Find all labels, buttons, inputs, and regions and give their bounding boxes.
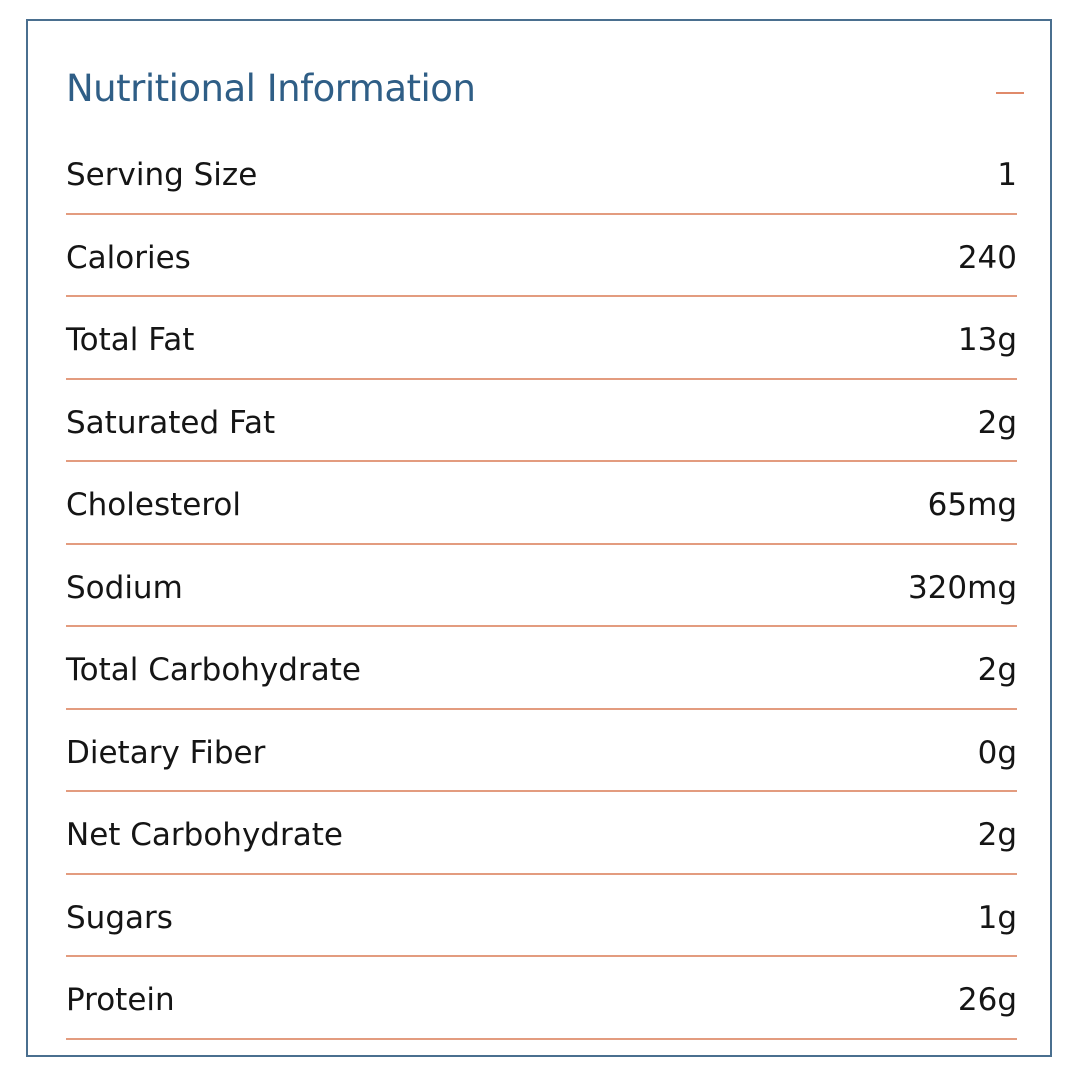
nutrition-list: Serving Size 1 Calories 240 Total Fat 13…: [66, 132, 1017, 1040]
nutrient-label: Protein: [66, 982, 175, 1018]
nutrient-value: 0g: [977, 734, 1017, 771]
nutrient-label: Total Carbohydrate: [66, 652, 361, 688]
minus-icon: [996, 92, 1024, 94]
collapse-button[interactable]: [994, 77, 1026, 109]
nutrient-label: Cholesterol: [66, 487, 241, 523]
nutrition-row-total-fat: Total Fat 13g: [66, 297, 1017, 380]
nutrition-row-sodium: Sodium 320mg: [66, 545, 1017, 627]
panel-header[interactable]: Nutritional Information: [66, 61, 1026, 117]
nutrient-label: Calories: [66, 239, 191, 276]
nutrition-row-cholesterol: Cholesterol 65mg: [66, 462, 1017, 545]
panel-title: Nutritional Information: [66, 67, 476, 110]
nutrient-value: 320mg: [907, 569, 1017, 606]
nutrient-value: 2g: [977, 817, 1017, 853]
nutrient-label: Dietary Fiber: [66, 734, 266, 771]
nutrient-label: Total Fat: [66, 322, 195, 358]
nutrition-row-calories: Calories 240: [66, 215, 1017, 297]
nutrient-label: Serving Size: [66, 157, 258, 193]
nutrient-value: 1: [997, 157, 1017, 193]
nutrition-row-sugars: Sugars 1g: [66, 875, 1017, 957]
nutrition-row-net-carbohydrate: Net Carbohydrate 2g: [66, 792, 1017, 875]
nutrient-value: 26g: [957, 982, 1017, 1018]
nutrient-value: 13g: [957, 322, 1017, 358]
nutrition-row-serving-size: Serving Size 1: [66, 132, 1017, 215]
nutrient-label: Sugars: [66, 899, 173, 936]
nutrition-panel: Nutritional Information Serving Size 1 C…: [26, 19, 1052, 1057]
nutrient-value: 2g: [977, 652, 1017, 688]
nutrient-label: Net Carbohydrate: [66, 817, 343, 853]
nutrition-row-protein: Protein 26g: [66, 957, 1017, 1040]
nutrient-label: Sodium: [66, 569, 183, 606]
nutrition-row-dietary-fiber: Dietary Fiber 0g: [66, 710, 1017, 792]
nutrition-row-saturated-fat: Saturated Fat 2g: [66, 380, 1017, 462]
nutrition-row-total-carbohydrate: Total Carbohydrate 2g: [66, 627, 1017, 710]
nutrient-label: Saturated Fat: [66, 404, 276, 441]
nutrient-value: 1g: [977, 899, 1017, 936]
nutrient-value: 240: [957, 239, 1017, 276]
nutrient-value: 2g: [977, 404, 1017, 441]
nutrient-value: 65mg: [927, 487, 1017, 523]
